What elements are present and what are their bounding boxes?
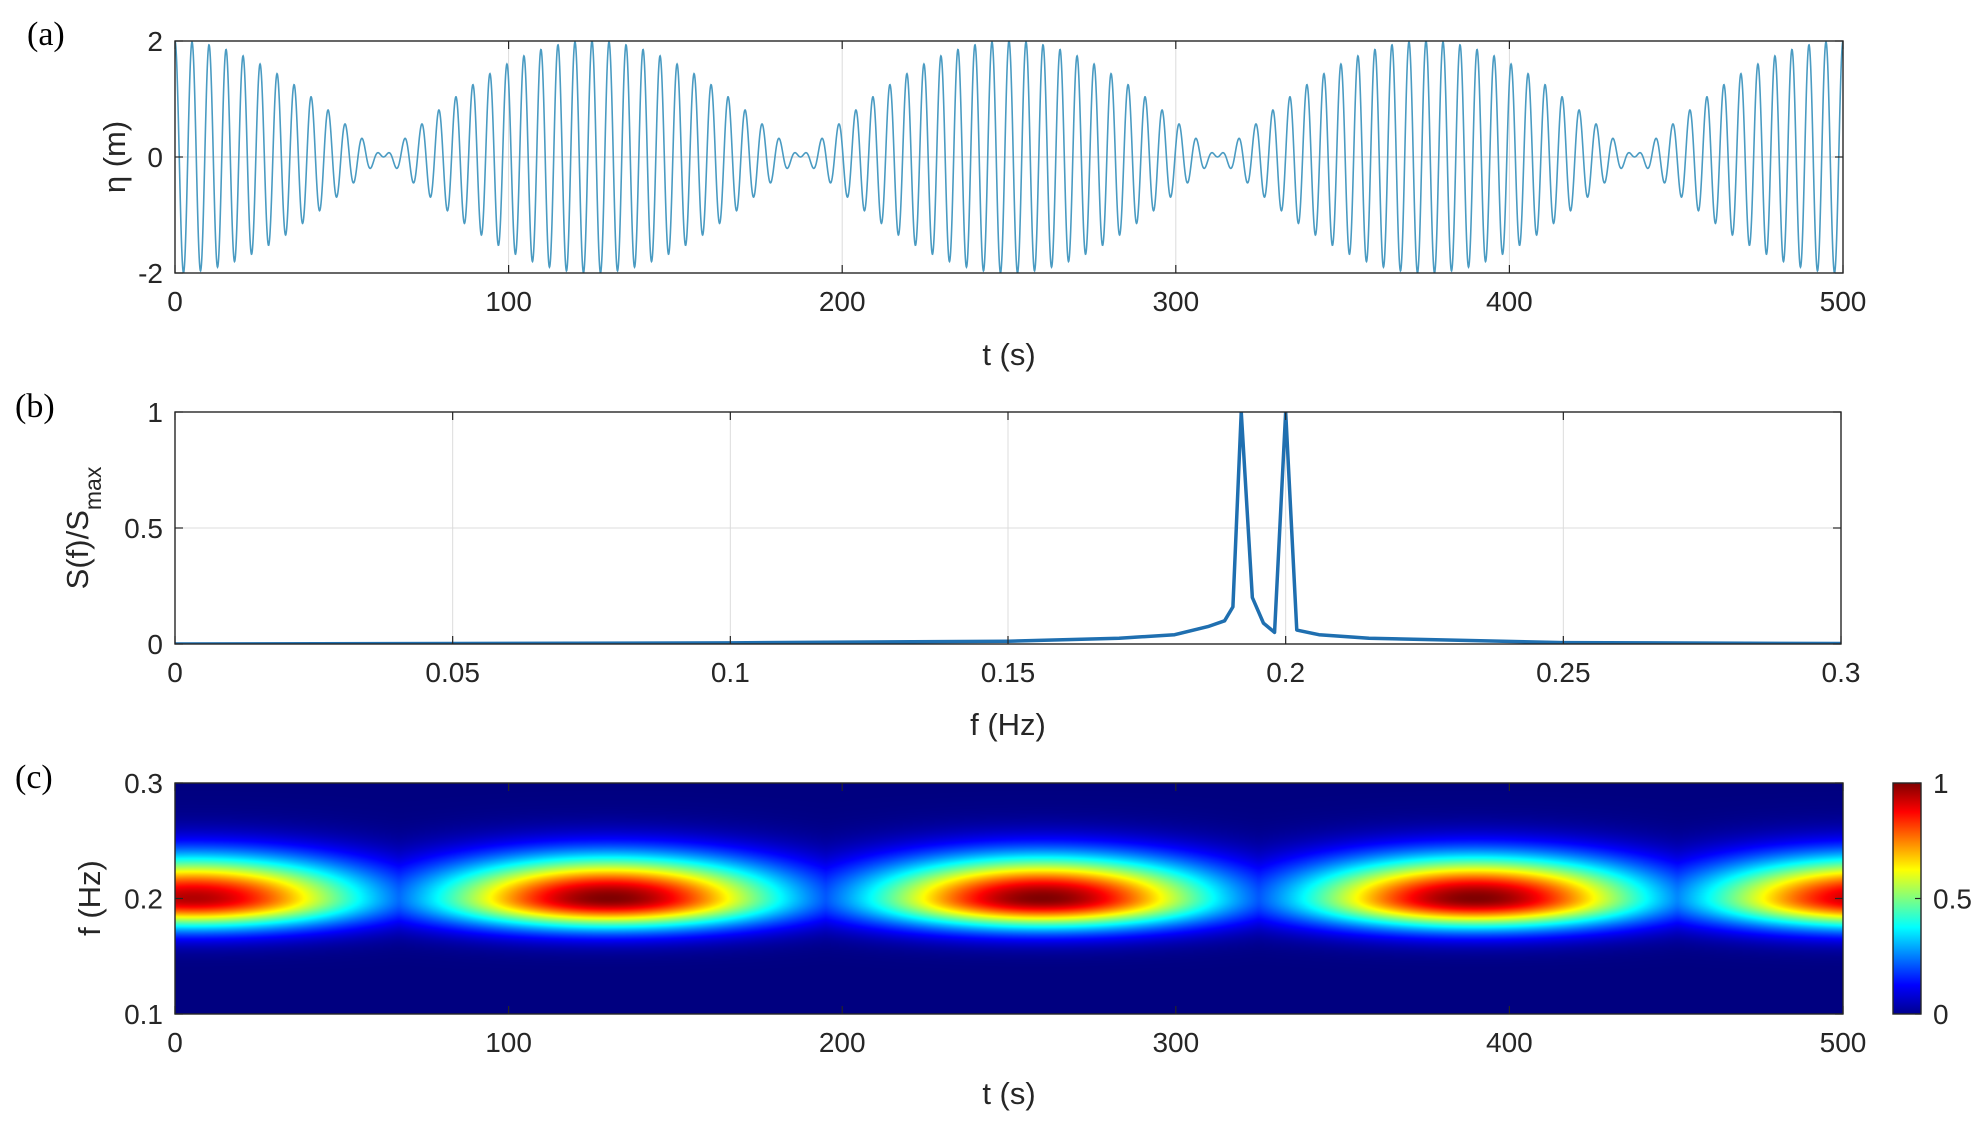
panel-c-x-label: t (s)	[982, 1076, 1035, 1111]
panel-b-letter: (b)	[15, 388, 55, 425]
colorbar-tick-label: 1	[1933, 768, 1949, 799]
colorbar-ticks: 10.50	[1915, 768, 1972, 1030]
panel-a-x-ticks: 0 100 200 300 400 500	[167, 41, 1866, 317]
y-tick-label: 0.2	[124, 884, 163, 915]
y-tick-label: 2	[147, 26, 163, 57]
x-tick-label: 0.25	[1536, 657, 1591, 688]
colorbar: 10.50	[1892, 768, 1972, 1030]
wave-series-line	[175, 41, 1843, 273]
x-tick-label: 400	[1486, 286, 1533, 317]
panel-b-grid	[174, 411, 1842, 645]
colorbar-tick-label: 0	[1933, 999, 1949, 1030]
panel-b: (b) 0 0.05 0.1 0.15 0.2 0.25 0.3 10.50 f (Hz) …	[15, 388, 1860, 742]
y-tick-label: 0	[147, 629, 163, 660]
panel-b-x-ticks: 0 0.05 0.1 0.15 0.2 0.25 0.3	[167, 412, 1860, 688]
panel-b-y-label-subscript: max	[80, 466, 106, 510]
panel-c-letter: (c)	[15, 759, 53, 796]
y-tick-label: 0.1	[124, 999, 163, 1030]
x-tick-label: 300	[1152, 286, 1199, 317]
x-tick-label: 0.2	[1266, 657, 1305, 688]
x-tick-label: 0.1	[711, 657, 750, 688]
panel-c: (c) 0 100 200 300 400 500 0.3 0.2 0.1 t (s) f (…	[15, 759, 1972, 1111]
y-tick-label: 0.3	[124, 768, 163, 799]
x-tick-label: 200	[819, 286, 866, 317]
x-tick-label: 0.15	[981, 657, 1036, 688]
y-tick-label: 0.5	[124, 513, 163, 544]
x-tick-label: 200	[819, 1027, 866, 1058]
panel-a-y-ticks: 2 0 -2	[138, 26, 1843, 289]
x-tick-label: 0	[167, 657, 183, 688]
x-tick-label: 500	[1820, 286, 1867, 317]
panel-a-grid	[174, 40, 1844, 274]
x-tick-label: 0.3	[1822, 657, 1861, 688]
x-tick-label: 0	[167, 1027, 183, 1058]
y-tick-label: 1	[147, 397, 163, 428]
x-tick-label: 100	[485, 286, 532, 317]
x-tick-label: 300	[1152, 1027, 1199, 1058]
y-tick-label: 0	[147, 142, 163, 173]
x-tick-label: 0.05	[425, 657, 480, 688]
panel-a-x-label: t (s)	[982, 337, 1035, 372]
x-tick-label: 500	[1820, 1027, 1867, 1058]
x-tick-label: 100	[485, 1027, 532, 1058]
panel-c-y-ticks: 0.3 0.2 0.1	[124, 768, 1843, 1030]
time-frequency-heatmap	[175, 783, 1843, 1014]
x-tick-label: 0	[167, 286, 183, 317]
panel-b-x-label: f (Hz)	[970, 707, 1046, 742]
y-tick-label: -2	[138, 258, 163, 289]
x-tick-label: 400	[1486, 1027, 1533, 1058]
panel-b-y-label: S(f)/Smax	[60, 466, 106, 589]
colorbar-tick-label: 0.5	[1933, 884, 1972, 915]
panel-a: (a) 0 100 200 300 400 500 20-2 t (s) η (m)	[27, 16, 1866, 372]
panel-c-x-ticks: 0 100 200 300 400 500	[167, 783, 1866, 1058]
panel-c-y-label: f (Hz)	[72, 860, 107, 936]
panel-a-y-label: η (m)	[97, 121, 132, 193]
panel-a-letter: (a)	[27, 16, 65, 53]
panel-b-y-ticks: 10.50	[124, 397, 1841, 660]
